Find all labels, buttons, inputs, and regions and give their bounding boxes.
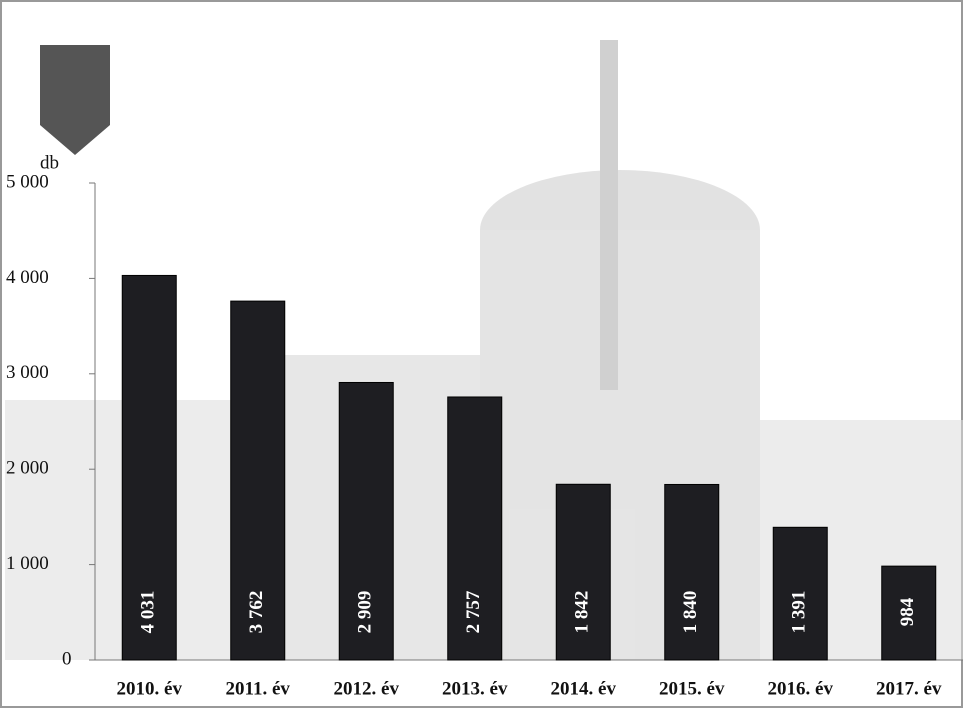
value-label: 3 762	[246, 591, 267, 634]
x-tick-label: 2017. év	[876, 678, 942, 699]
value-label: 1 840	[680, 591, 701, 634]
tower	[600, 40, 618, 390]
bar	[121, 274, 177, 661]
y-tick-label: 2 000	[6, 458, 49, 479]
x-tick-label: 2011. év	[226, 678, 291, 699]
value-label: 2 909	[355, 591, 376, 634]
y-tick-label: 1 000	[6, 553, 49, 574]
value-label: 4 031	[138, 591, 159, 634]
bar	[772, 526, 828, 661]
value-label: 1 842	[572, 591, 593, 634]
y-tick-label: 5 000	[6, 171, 49, 192]
x-tick-label: 2016. év	[768, 678, 834, 699]
building	[5, 400, 100, 660]
value-label: 984	[897, 597, 918, 626]
bar	[881, 565, 937, 661]
bar	[338, 381, 394, 661]
x-tick-label: 2014. év	[551, 678, 617, 699]
bar	[664, 483, 720, 661]
x-tick-label: 2013. év	[442, 678, 508, 699]
bar	[555, 483, 611, 661]
y-tick-label: 4 000	[6, 267, 49, 288]
value-label: 1 391	[789, 591, 810, 634]
x-tick-label: 2010. év	[117, 678, 183, 699]
x-tick-label: 2012. év	[334, 678, 400, 699]
x-tick-label: 2015. év	[659, 678, 725, 699]
bar	[447, 396, 503, 661]
police-logo	[40, 45, 110, 155]
y-axis-label: db	[40, 152, 59, 173]
bar	[230, 300, 286, 661]
y-tick-label: 0	[62, 648, 72, 669]
value-label: 2 757	[463, 590, 484, 633]
y-tick-label: 3 000	[6, 362, 49, 383]
